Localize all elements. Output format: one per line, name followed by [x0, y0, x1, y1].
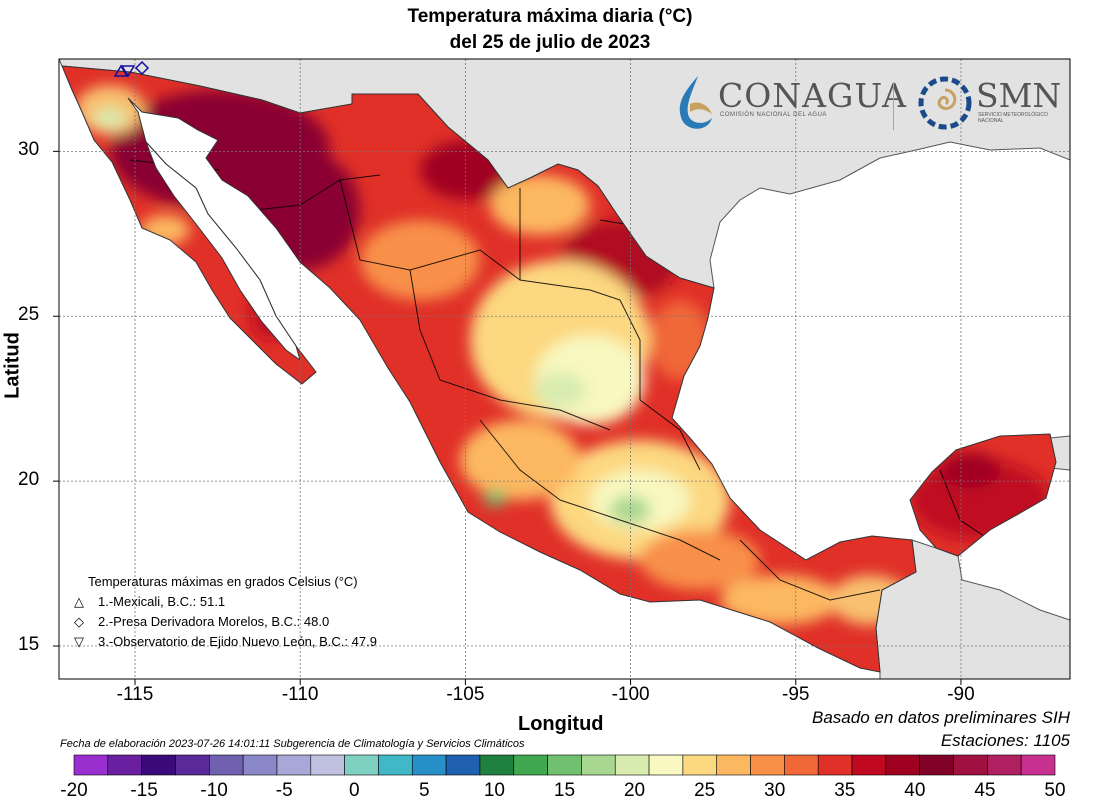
colorbar-label: 0 [348, 780, 360, 801]
y-axis-label: Latitud [1, 332, 24, 399]
colorbar-label: 10 [483, 780, 505, 801]
colorbar-swatch [513, 754, 548, 776]
colorbar-swatch [276, 754, 312, 776]
colorbar-swatch [141, 754, 176, 776]
colorbar-label: 5 [419, 780, 430, 801]
conagua-logo-text: CONAGUA [718, 76, 907, 115]
y-tick-label: 20 [18, 469, 40, 491]
colorbar-swatch [885, 754, 920, 776]
colorbar-swatch [242, 754, 278, 776]
y-tick-label: 25 [18, 304, 40, 326]
colorbar-swatch [547, 754, 582, 776]
colorbar-label: -15 [130, 780, 158, 801]
colorbar-swatch [851, 754, 887, 776]
colorbar-swatch [344, 754, 379, 776]
colorbar-swatch [445, 754, 481, 776]
map-title: Temperatura máxima diaria (°C) [407, 6, 693, 27]
x-tick-label: -90 [947, 684, 975, 705]
colorbar-swatch [411, 754, 447, 776]
logo-divider [893, 82, 894, 130]
x-tick-label: -95 [782, 684, 810, 705]
stations-count: Estaciones: 1105 [940, 731, 1070, 750]
colorbar-label: 30 [764, 780, 786, 801]
colorbar-swatch [581, 754, 616, 776]
smn-logo-subtext: SERVICIO METEOROLÓGICO NACIONAL [978, 112, 1048, 124]
colorbar-label: -20 [60, 780, 88, 801]
colorbar-swatch [817, 754, 853, 776]
x-tick-label: -110 [281, 684, 319, 705]
station-markers [113, 60, 150, 78]
colorbar-label: 40 [904, 780, 926, 801]
colorbar-label: -5 [275, 780, 293, 801]
station-mexicali-marker [113, 64, 129, 77]
station-legend: Temperaturas máximas en grados Celsius (… [74, 572, 377, 652]
smn-logo-text: SMN [976, 76, 1062, 115]
colorbar-label: 45 [974, 780, 996, 801]
legend-item: ▽ 3.-Observatorio de Ejido Nuevo León, B.… [74, 634, 377, 649]
colorbar-swatch [716, 754, 751, 776]
colorbar-swatch [310, 754, 345, 776]
colorbar-swatch [682, 754, 718, 776]
colorbar-swatch [750, 754, 785, 776]
colorbar-label: -10 [200, 780, 228, 801]
colorbar-label: 20 [623, 780, 646, 801]
colorbar-swatch [209, 754, 244, 776]
station-nuevo-leon-marker [120, 65, 136, 78]
creation-date-note: Fecha de elaboración 2023-07-26 14:01:11… [60, 738, 525, 750]
colorbar-label: 50 [1044, 780, 1066, 801]
colorbar-swatch [919, 754, 954, 776]
map-subtitle: del 25 de julio de 2023 [449, 32, 651, 53]
colorbar [73, 754, 1056, 776]
colorbar-swatch [648, 754, 684, 776]
y-tick-label: 15 [18, 634, 40, 656]
legend-item: ◇ 2.-Presa Derivadora Morelos, B.C.: 48.0 [74, 614, 330, 629]
colorbar-label: 35 [834, 780, 856, 801]
legend-item: △ 1.-Mexicali, B.C.: 51.1 [74, 594, 226, 609]
conagua-logo-icon [679, 76, 712, 129]
x-axis-label: Longitud [518, 713, 604, 735]
colorbar-swatch [73, 754, 109, 776]
conagua-logo-subtext: COMISIÓN NACIONAL DEL AGUA [720, 112, 827, 118]
colorbar-swatch [107, 754, 142, 776]
colorbar-swatch [784, 754, 819, 776]
map-frame [58, 58, 1071, 680]
colorbar-swatch [953, 754, 988, 776]
colorbar-swatch [1020, 754, 1056, 776]
colorbar-swatch [378, 754, 413, 776]
colorbar-label: 25 [694, 780, 716, 801]
colorbar-swatch [175, 754, 210, 776]
colorbar-swatch [479, 754, 515, 776]
colorbar-swatch [614, 754, 650, 776]
y-tick-label: 30 [18, 139, 40, 161]
colorbar-label: 15 [553, 780, 576, 801]
data-source-note: Basado en datos preliminares SIH [812, 708, 1070, 727]
colorbar-swatch [987, 754, 1022, 776]
x-tick-label: -105 [446, 684, 485, 705]
station-presa-marker [134, 60, 150, 76]
x-tick-label: -100 [611, 684, 650, 705]
legend-heading: Temperaturas máximas en grados Celsius (… [88, 574, 358, 589]
x-tick-label: -115 [116, 684, 154, 705]
gridlines [59, 59, 1070, 679]
smn-logo-icon [918, 76, 972, 130]
